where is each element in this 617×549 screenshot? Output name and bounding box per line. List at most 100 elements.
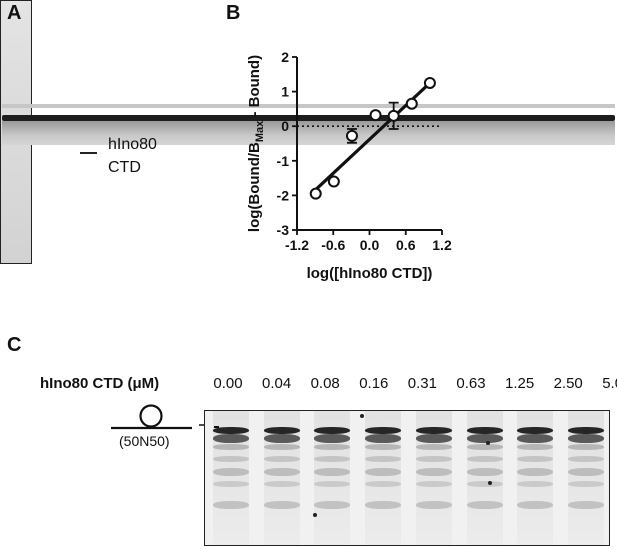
- gel-band: [263, 481, 300, 487]
- gel-band: [263, 434, 300, 443]
- data-point: [369, 109, 382, 122]
- gel-band: [365, 501, 402, 509]
- concentration-label: 0.04: [261, 375, 292, 392]
- band-label-name: hIno80: [108, 136, 157, 153]
- gel-band: [517, 434, 554, 443]
- gel-band: [314, 444, 351, 450]
- gel-band: [466, 481, 503, 487]
- band-marker-line: [80, 152, 97, 154]
- gel-band: [517, 427, 554, 434]
- gel-band: [365, 468, 402, 476]
- gel-band: [415, 468, 452, 476]
- sds-page-gel-lane: [0, 0, 615, 264]
- gel-band: [213, 444, 249, 450]
- gel-band: [213, 468, 249, 476]
- y-tick-label: -3: [277, 222, 290, 238]
- gel-band: [415, 481, 452, 487]
- gel-band: [466, 434, 503, 443]
- concentration-label: 0.31: [407, 375, 437, 392]
- gel-speck: [486, 441, 490, 445]
- gel-band: [365, 427, 402, 434]
- gel-band: [567, 468, 604, 476]
- binding-plot: -3 -2 -1 0 1 2 -1.2 -0.6 0.0 0.6 1.2 log([hIno80 CT…: [246, 49, 452, 282]
- gel-band: [213, 427, 249, 434]
- x-tick-label: 1.2: [432, 237, 452, 253]
- gel-band: [415, 501, 452, 509]
- gel-lane: [415, 411, 452, 545]
- x-tick-label: 0.0: [360, 237, 380, 253]
- gel-band: [263, 427, 300, 434]
- gel-band: [365, 481, 402, 487]
- concentration-row-label: hIno80 CTD (μM): [40, 375, 160, 392]
- gel-band: [213, 456, 249, 462]
- gel-band: [213, 481, 249, 487]
- y-tick-label: -1: [277, 153, 290, 169]
- concentration-label: 5.00: [602, 375, 617, 392]
- protein-band: [2, 115, 615, 121]
- panel-letter-c: C: [7, 334, 22, 356]
- gel-band: [466, 444, 503, 450]
- gel-band: [517, 501, 554, 509]
- concentration-label: 2.50: [553, 375, 583, 392]
- gel-band: [314, 434, 351, 443]
- y-axis-label: log(Bound/BMax - Bound): [246, 55, 266, 232]
- gel-band: [567, 456, 604, 462]
- gel-marker: [214, 426, 219, 428]
- data-point: [327, 175, 340, 188]
- gel-lane: [213, 411, 249, 545]
- gel-band: [567, 481, 604, 487]
- data-point: [387, 109, 400, 122]
- gel-band: [415, 427, 452, 434]
- gel-band: [466, 501, 503, 509]
- gel-band: [365, 434, 402, 443]
- gel-band: [314, 456, 351, 462]
- y-tick-label: 0: [281, 118, 289, 134]
- gel-speck: [360, 414, 364, 418]
- concentration-label: 1.25: [504, 375, 535, 392]
- faint-band: [2, 104, 615, 108]
- hairpin-loop-icon: [139, 404, 163, 428]
- x-axis-label: log([hIno80 CTD]): [307, 265, 433, 282]
- gel-band: [567, 434, 604, 443]
- data-point: [423, 76, 436, 89]
- gel-band: [415, 444, 452, 450]
- panel-letter-a: A: [7, 2, 22, 24]
- gel-band: [314, 501, 351, 509]
- gel-band: [314, 481, 351, 487]
- gel-band: [213, 501, 249, 509]
- gel-band: [415, 434, 452, 443]
- concentration-label: 0.16: [359, 375, 389, 392]
- gel-band: [263, 501, 300, 509]
- emsa-gel: [204, 410, 610, 546]
- panel-letter-b: B: [226, 2, 241, 24]
- gel-band: [466, 468, 503, 476]
- data-point: [405, 97, 418, 110]
- data-point: [309, 187, 322, 200]
- gel-band: [365, 456, 402, 462]
- gel-band: [263, 444, 300, 450]
- gel-band: [466, 456, 503, 462]
- concentration-label: 0.08: [310, 375, 340, 392]
- gel-lane: [517, 411, 554, 545]
- gel-band: [517, 444, 554, 450]
- gel-lane: [365, 411, 402, 545]
- gel-lane: [466, 411, 503, 545]
- gel-band: [263, 456, 300, 462]
- substrate-schematic: [111, 404, 204, 430]
- gel-band: [365, 444, 402, 450]
- gel-speck: [488, 481, 492, 485]
- y-tick-label: -2: [277, 187, 290, 203]
- y-tick-label: 2: [281, 49, 289, 65]
- concentration-label: 0.63: [456, 375, 486, 392]
- band-label-domain: CTD: [108, 159, 141, 176]
- gel-band: [314, 427, 351, 434]
- x-tick-label: -0.6: [321, 237, 345, 253]
- gel-band: [314, 468, 351, 476]
- gel-lane: [567, 411, 604, 545]
- y-tick-label: 1: [281, 84, 289, 100]
- gel-speck: [313, 513, 317, 517]
- gel-lane: [314, 411, 351, 545]
- gel-band: [517, 481, 554, 487]
- x-tick-label: 0.6: [396, 237, 416, 253]
- gel-band: [567, 427, 604, 434]
